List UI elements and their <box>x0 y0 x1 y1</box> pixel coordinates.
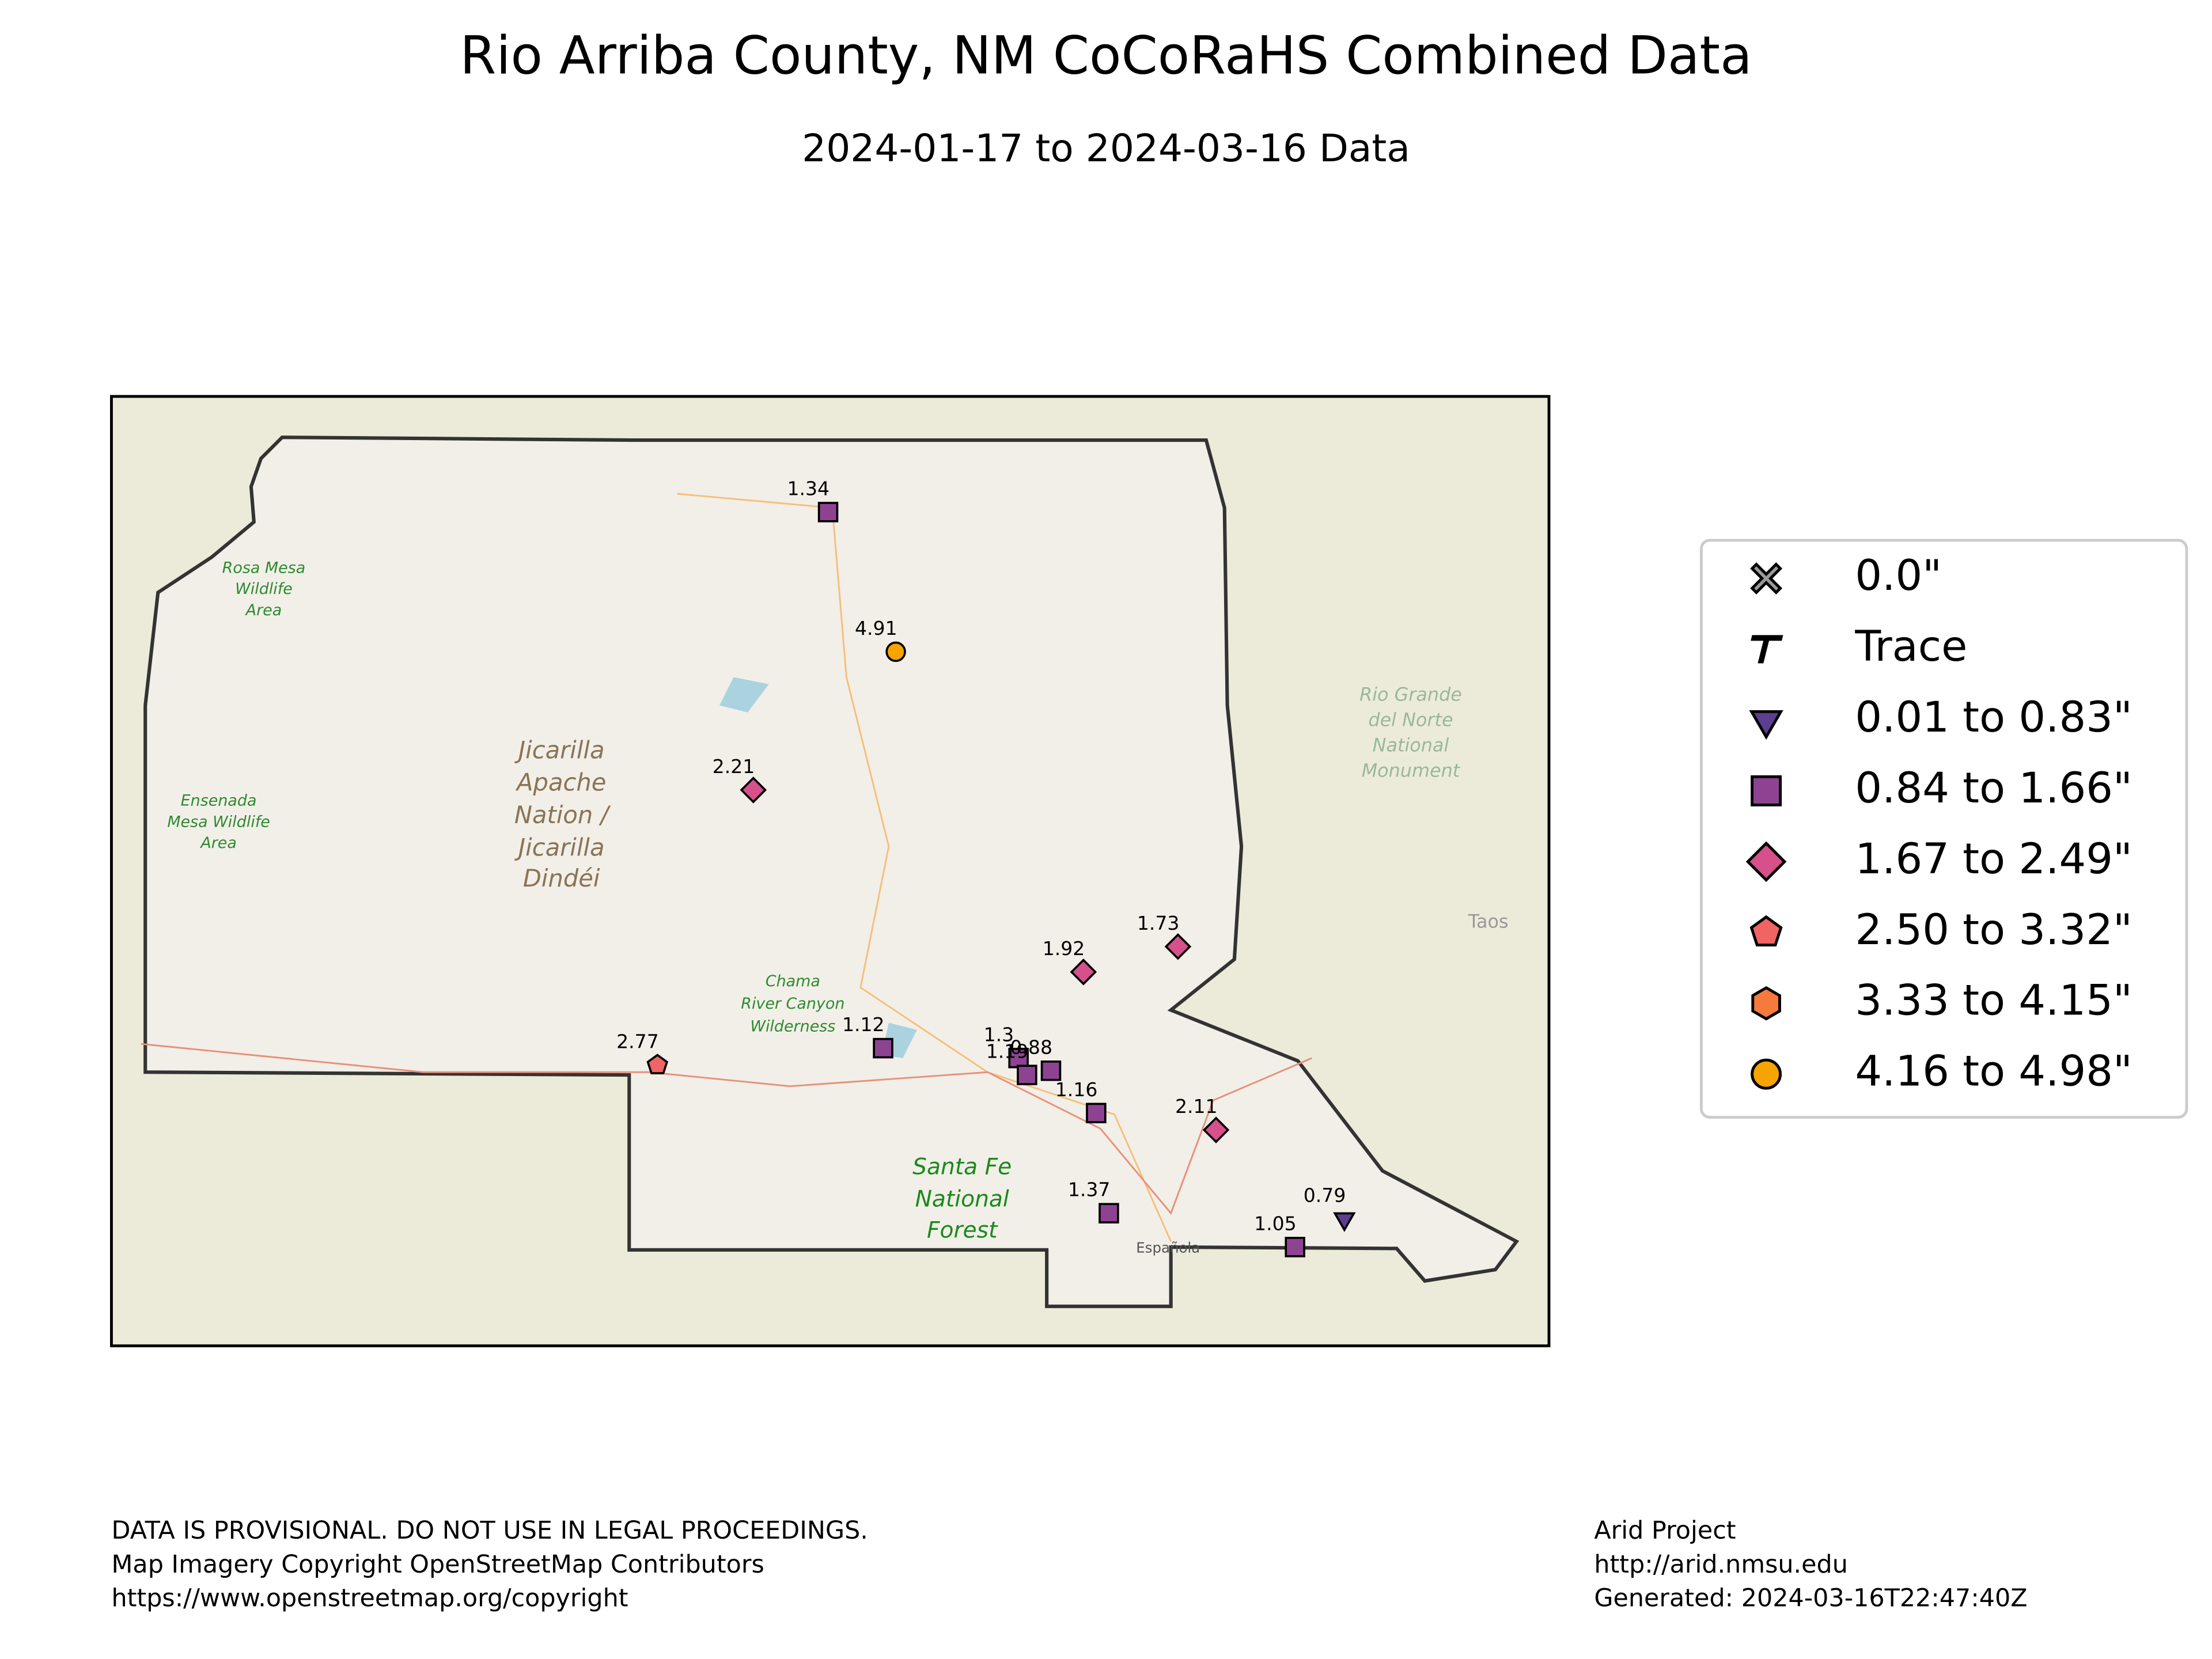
footer-left: Map Imagery Copyright OpenStreetMap Cont… <box>111 1550 764 1579</box>
footer-right: Generated: 2024-03-16T22:47:40Z <box>1594 1584 2027 1613</box>
marker-diamond <box>1164 933 1192 960</box>
station-label: 1.34 <box>787 478 830 500</box>
map-label: Area <box>245 601 282 619</box>
marker-square <box>1040 1060 1062 1081</box>
map-label: Santa Fe <box>912 1154 1012 1180</box>
map-label: Jicarilla <box>514 833 605 861</box>
legend-label: 0.01 to 0.83" <box>1855 693 2132 742</box>
marker-diamond <box>1202 1116 1230 1143</box>
legend-label: 3.33 to 4.15" <box>1855 976 2132 1025</box>
station-label: 1.12 <box>842 1013 885 1036</box>
marker-square <box>1285 1237 1305 1257</box>
footer-right: http://arid.nmsu.edu <box>1594 1550 1848 1579</box>
station-label: 1.73 <box>1137 912 1180 934</box>
marker-diamond <box>1745 841 1787 882</box>
legend-label: 0.0" <box>1855 551 1942 600</box>
map-label: Nation / <box>514 801 611 829</box>
subtitle: 2024-01-17 to 2024-03-16 Data <box>802 126 1410 171</box>
station-label: 1.05 <box>1254 1213 1297 1235</box>
legend-label: 1.67 to 2.49" <box>1855 835 2132 884</box>
footer-left: DATA IS PROVISIONAL. DO NOT USE IN LEGAL… <box>111 1516 868 1545</box>
station-label: 1.92 <box>1043 937 1085 960</box>
marker-square <box>817 502 839 522</box>
marker-square <box>1017 1065 1037 1085</box>
station-label: 1.19 <box>986 1040 1029 1063</box>
marker-triangle <box>1333 1212 1356 1232</box>
map-label: Apache <box>515 768 606 797</box>
station-label: 2.21 <box>713 755 755 778</box>
station-label: 0.79 <box>1304 1184 1346 1207</box>
marker-pentagon <box>646 1054 669 1074</box>
legend <box>1700 539 2188 1119</box>
legend-label: 2.50 to 3.32" <box>1855 906 2132 955</box>
station-label: 1.16 <box>1055 1078 1098 1101</box>
marker-square <box>1086 1103 1107 1123</box>
map-label: Monument <box>1362 760 1461 782</box>
marker-square <box>1099 1203 1119 1224</box>
title: Rio Arriba County, NM CoCoRaHS Combined … <box>460 26 1752 86</box>
map-label: Jicarilla <box>514 736 605 764</box>
map-label: Rosa Mesa <box>222 559 306 577</box>
map-label: Area <box>199 834 237 852</box>
station-label: 0.88 <box>1010 1036 1052 1058</box>
footer-left: https://www.openstreetmap.org/copyright <box>111 1584 628 1613</box>
map-label: Mesa Wildlife <box>167 813 270 831</box>
map-label: Española <box>1136 1239 1200 1256</box>
marker-x <box>1750 562 1783 595</box>
road <box>141 1043 1313 1215</box>
map-label: River Canyon <box>741 995 844 1013</box>
marker-square <box>873 1037 893 1059</box>
map-label: Rio Grande <box>1359 683 1462 705</box>
map-label: Ensenada <box>181 792 257 810</box>
map-label: Wildlife <box>235 580 293 598</box>
marker-square <box>1751 775 1782 806</box>
station-label: 1.37 <box>1068 1179 1111 1201</box>
legend-label: 0.84 to 1.66" <box>1855 764 2132 813</box>
marker-hexagon <box>1751 986 1781 1021</box>
map-label: Dindéi <box>523 864 600 892</box>
marker-pentagon <box>1749 915 1783 947</box>
map-label: Wilderness <box>750 1017 835 1035</box>
map-label: Taos <box>1468 911 1509 933</box>
map-label: National <box>1373 734 1449 756</box>
legend-label: 4.16 to 4.98" <box>1855 1047 2132 1096</box>
marker-diamond <box>1070 959 1097 986</box>
map-frame <box>110 395 1551 1347</box>
footer-right: Arid Project <box>1594 1516 1736 1545</box>
map-label: National <box>915 1187 1009 1213</box>
map-label: Chama <box>766 972 820 990</box>
legend-label: Trace <box>1854 622 1967 671</box>
marker-circle <box>1751 1058 1782 1090</box>
map-label: Forest <box>927 1217 998 1243</box>
marker-triangle <box>1749 710 1783 740</box>
station-label: 1.3 <box>984 1023 1014 1046</box>
station-label: 4.91 <box>855 617 897 639</box>
marker-circle <box>885 641 906 662</box>
station-label: 2.11 <box>1175 1095 1218 1118</box>
county-outline <box>143 435 1520 1308</box>
marker-diamond <box>740 777 767 804</box>
map-label: del Norte <box>1368 709 1453 730</box>
station-label: 2.77 <box>616 1031 659 1053</box>
